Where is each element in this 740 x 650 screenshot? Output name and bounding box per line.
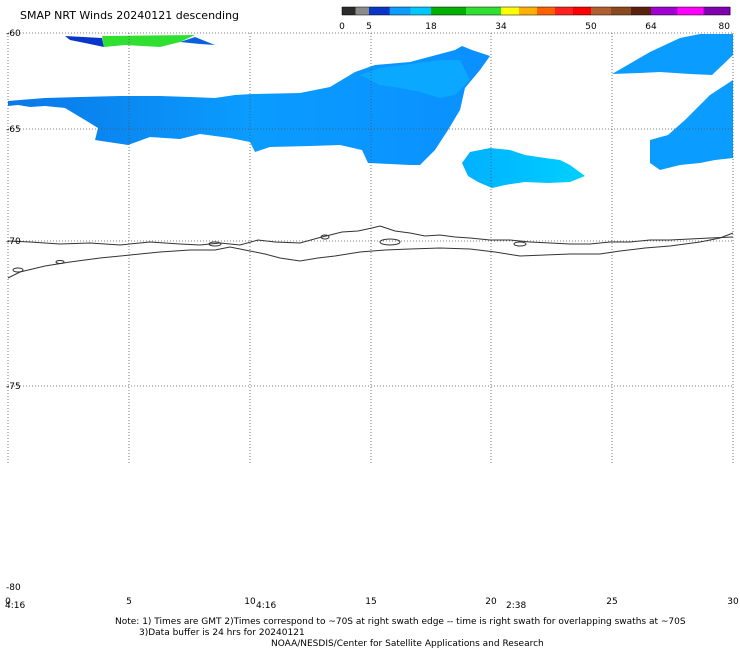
coastline [7,225,734,279]
longitude-labels: 0 5 10 15 20 25 30 [5,597,739,607]
colorbar-segment [611,7,632,15]
wind-swath-right-lower [650,80,733,170]
colorbar-tick-label: 64 [645,22,657,32]
wind-swath-right-upper [612,34,733,75]
colorbar-segment [703,7,731,15]
lat-label: -60 [6,29,21,39]
lat-label: -80 [6,583,21,593]
wind-swaths [8,34,733,188]
wind-swath-top-blue [180,37,215,45]
colorbar-segment [631,7,652,15]
colorbar: 0 5 18 34 50 64 80 [339,6,731,32]
lon-label: 20 [485,597,497,607]
colorbar-segment [389,7,411,15]
map-grid [7,32,734,465]
lat-label: -65 [6,125,21,135]
time-label: 4:16 [5,601,25,611]
lon-label: 25 [606,597,617,607]
wind-swath-main-light [360,60,470,98]
lon-label: 5 [126,597,132,607]
colorbar-segment [519,7,538,15]
colorbar-tick-label: 50 [585,22,597,32]
lon-label: 10 [244,597,256,607]
colorbar-segment [555,7,574,15]
colorbar-tick-label: 0 [339,22,345,32]
colorbar-tick-label: 80 [719,22,731,32]
colorbar-segment [342,7,356,15]
lon-label: 15 [365,597,376,607]
colorbar-segment [410,7,432,15]
colorbar-tick-label: 18 [425,22,437,32]
colorbar-segment [369,7,391,15]
lon-label: 30 [727,597,739,607]
time-labels: 4:16 4:16 2:38 [5,601,526,611]
colorbar-segment [355,7,370,15]
time-label: 2:38 [506,601,526,611]
wind-swath-top-dark [65,36,104,47]
colorbar-tick-label: 34 [495,22,507,32]
colorbar-segment [677,7,705,15]
note-line-2: 3)Data buffer is 24 hrs for 20240121 [139,628,305,638]
colorbar-segment [591,7,612,15]
lat-label: -70 [6,237,21,247]
colorbar-segment [501,7,520,15]
colorbar-segment [651,7,678,15]
map-title: SMAP NRT Winds 20240121 descending [20,9,240,22]
colorbar-segment [466,7,502,15]
wind-swath-top-green [102,35,195,47]
latitude-labels: -60 -65 -70 -75 -80 [6,29,21,593]
lon-label: 0 [5,597,11,607]
note-line-3: NOAA/NESDIS/Center for Satellite Applica… [271,639,544,649]
colorbar-segment [573,7,592,15]
colorbar-segment [431,7,467,15]
note-line-1: Note: 1) Times are GMT 2)Times correspon… [115,617,686,627]
colorbar-segment [537,7,556,15]
time-label: 4:16 [256,601,276,611]
colorbar-outline [341,6,731,16]
wind-swath-middle [462,148,585,188]
lat-label: -75 [6,382,21,392]
colorbar-tick-label: 5 [366,22,372,32]
